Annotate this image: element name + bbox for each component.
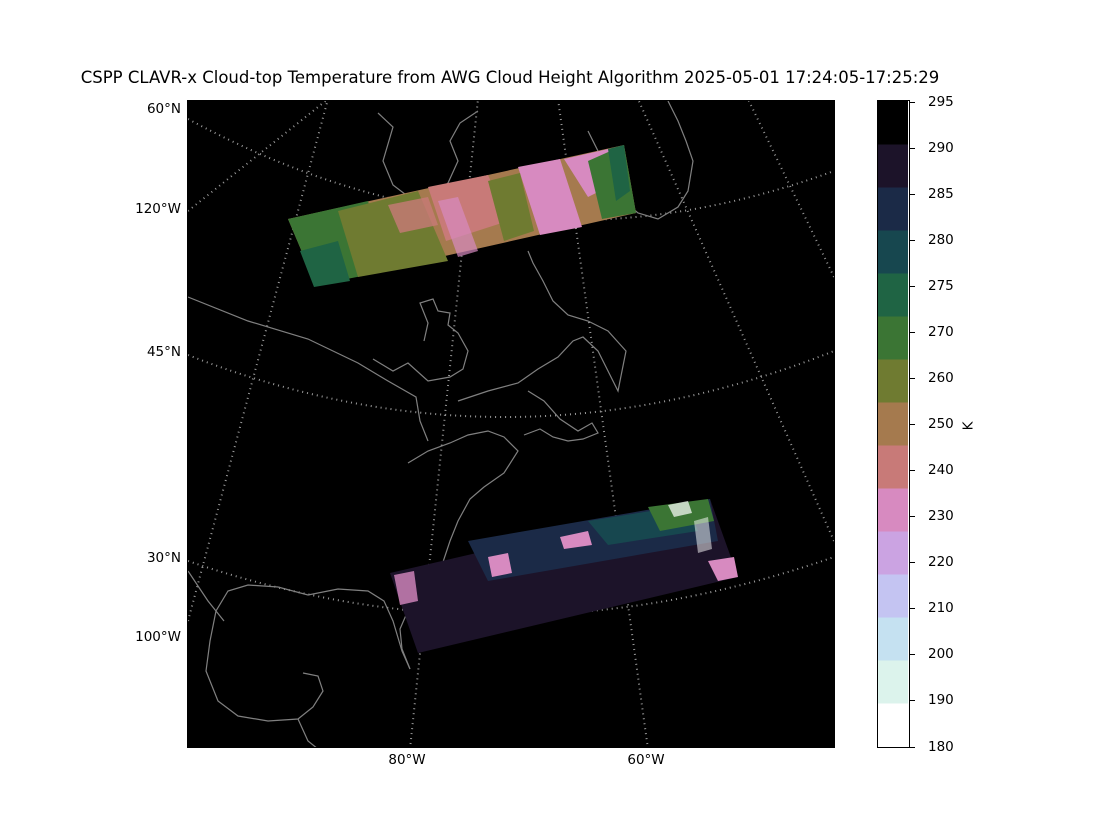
colorbar-tick-label: 200 [928,646,954,663]
colorbar-tick-mark [910,654,915,656]
lon-label-80w: 80°W [388,752,426,768]
colorbar-label: K [960,421,977,431]
colorbar-segment [878,488,908,532]
canada-us-border [188,296,429,442]
colorbar-segment [878,101,908,145]
colorbar-segment [878,531,908,575]
colorbar-tick-mark [910,608,915,610]
colorbar-tick-label: 190 [928,692,954,709]
colorbar-tick-mark [910,147,915,149]
cloud-swath-north [288,145,636,287]
colorbar-gradient [878,101,908,746]
great-lakes [372,298,469,382]
florida-gulf-coast [205,584,411,722]
colorbar-tick-mark [910,193,915,195]
colorbar-tick-mark [910,562,915,564]
colorbar-tick-label: 180 [928,738,954,755]
colorbar-segment [878,574,908,618]
colorbar-tick-label: 280 [928,231,954,248]
colorbar-tick-label: 220 [928,554,954,571]
colorbar-segment [878,660,908,704]
colorbar-segment [878,402,908,446]
colorbar-tick-label: 260 [928,369,954,386]
colorbar-segment [878,187,908,231]
colorbar-segment [878,359,908,403]
latitude-line-60n [188,118,834,222]
longitude-line-40w [637,101,834,542]
graticule [188,101,834,747]
colorbar-segment [878,144,908,188]
colorbar-tick-mark [910,239,915,241]
colorbar-tick-mark [910,700,915,702]
yucatan-coast [297,718,317,747]
colorbar-segment [878,617,908,661]
longitude-line-120w [188,101,328,212]
colorbar-tick-mark [910,516,915,518]
map-canvas [188,101,834,747]
colorbar-tick-label: 275 [928,277,954,294]
colorbar-tick-mark [910,101,915,103]
colorbar-tick-label: 230 [928,508,954,525]
latitude-line-45n [188,350,834,418]
map-panel[interactable] [187,100,835,748]
mexico-border [188,570,225,622]
colorbar-tick-mark [910,470,915,472]
colorbar-segment [878,316,908,360]
colorbar-tick-label: 240 [928,462,954,479]
colorbar-tick-label: 295 [928,93,954,110]
cloud-swath-south [390,499,738,653]
st-lawrence-coast [457,250,627,402]
colorbar-tick-mark [910,424,915,425]
colorbar-tick-mark [910,331,915,333]
lat-label-60n: 60°N [146,101,181,117]
colorbar-segment [878,703,908,746]
colorbar-tick-label: 285 [928,185,954,202]
colorbar-tick-mark [910,285,915,287]
colorbar-tick-label: 270 [928,323,954,340]
colorbar-tick-mark [910,746,915,748]
colorbar-segment [878,445,908,489]
colorbar-segment [878,230,908,274]
lon-label-100w: 100°W [135,629,181,645]
lon-label-120w: 120°W [135,201,181,217]
lat-label-30n: 30°N [146,550,181,566]
colorbar-segment [878,273,908,317]
colorbar-tick-label: 290 [928,139,954,156]
longitude-line-40w-b [747,101,834,278]
lon-label-60w: 60°W [627,752,665,768]
maritimes-coast [523,390,599,442]
lat-label-45n: 45°N [146,344,181,360]
colorbar-tick-label: 210 [928,600,954,617]
longitude-line-100w [188,101,329,622]
colorbar [877,100,910,748]
chart-title: CSPP CLAVR-x Cloud-top Temperature from … [80,68,940,87]
colorbar-tick-label: 250 [928,416,954,432]
colorbar-tick-mark [910,377,915,379]
